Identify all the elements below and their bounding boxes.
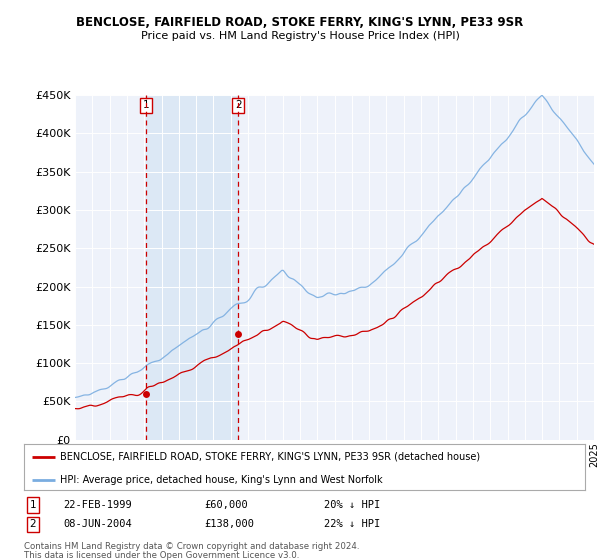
Text: 1: 1 bbox=[143, 100, 149, 110]
Text: Price paid vs. HM Land Registry's House Price Index (HPI): Price paid vs. HM Land Registry's House … bbox=[140, 31, 460, 41]
Text: HPI: Average price, detached house, King's Lynn and West Norfolk: HPI: Average price, detached house, King… bbox=[61, 475, 383, 485]
Text: 08-JUN-2004: 08-JUN-2004 bbox=[63, 519, 132, 529]
Text: BENCLOSE, FAIRFIELD ROAD, STOKE FERRY, KING'S LYNN, PE33 9SR (detached house): BENCLOSE, FAIRFIELD ROAD, STOKE FERRY, K… bbox=[61, 452, 481, 462]
Text: £60,000: £60,000 bbox=[204, 500, 248, 510]
Text: This data is licensed under the Open Government Licence v3.0.: This data is licensed under the Open Gov… bbox=[24, 551, 299, 560]
Text: 20% ↓ HPI: 20% ↓ HPI bbox=[324, 500, 380, 510]
Text: 22-FEB-1999: 22-FEB-1999 bbox=[63, 500, 132, 510]
Text: 2: 2 bbox=[235, 100, 242, 110]
Text: £138,000: £138,000 bbox=[204, 519, 254, 529]
Text: 22% ↓ HPI: 22% ↓ HPI bbox=[324, 519, 380, 529]
Point bbox=[142, 389, 151, 398]
Bar bbox=[146, 95, 238, 440]
Text: 1: 1 bbox=[29, 500, 37, 510]
Text: BENCLOSE, FAIRFIELD ROAD, STOKE FERRY, KING'S LYNN, PE33 9SR: BENCLOSE, FAIRFIELD ROAD, STOKE FERRY, K… bbox=[76, 16, 524, 29]
Text: 2: 2 bbox=[29, 519, 37, 529]
Text: Contains HM Land Registry data © Crown copyright and database right 2024.: Contains HM Land Registry data © Crown c… bbox=[24, 542, 359, 550]
Point bbox=[233, 329, 243, 338]
